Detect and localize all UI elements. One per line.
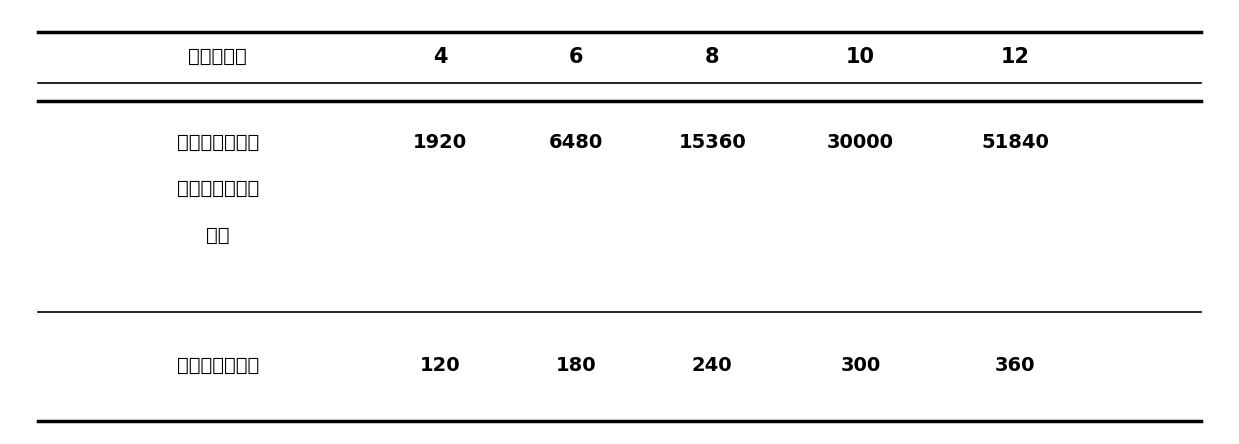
Text: 6: 6	[569, 47, 584, 67]
Text: 30000: 30000	[828, 133, 895, 152]
Text: 15360: 15360	[678, 133, 746, 152]
Text: 4: 4	[432, 47, 447, 67]
Text: 6480: 6480	[549, 133, 603, 152]
Text: 10: 10	[846, 47, 875, 67]
Text: 1920: 1920	[413, 133, 467, 152]
Text: 功率分配算法复: 功率分配算法复	[177, 179, 259, 198]
Text: 杂度: 杂度	[206, 226, 229, 245]
Text: 小区用户数: 小区用户数	[188, 47, 247, 66]
Text: 12: 12	[1001, 47, 1030, 67]
Text: 120: 120	[420, 356, 461, 375]
Text: 51840: 51840	[981, 133, 1049, 152]
Text: 360: 360	[995, 356, 1036, 375]
Text: 180: 180	[556, 356, 596, 375]
Text: 所提算法复杂度: 所提算法复杂度	[177, 356, 259, 375]
Text: 300: 300	[840, 356, 881, 375]
Text: 8: 8	[705, 47, 720, 67]
Text: 240: 240	[691, 356, 732, 375]
Text: 基于凸差规划的: 基于凸差规划的	[177, 133, 259, 152]
